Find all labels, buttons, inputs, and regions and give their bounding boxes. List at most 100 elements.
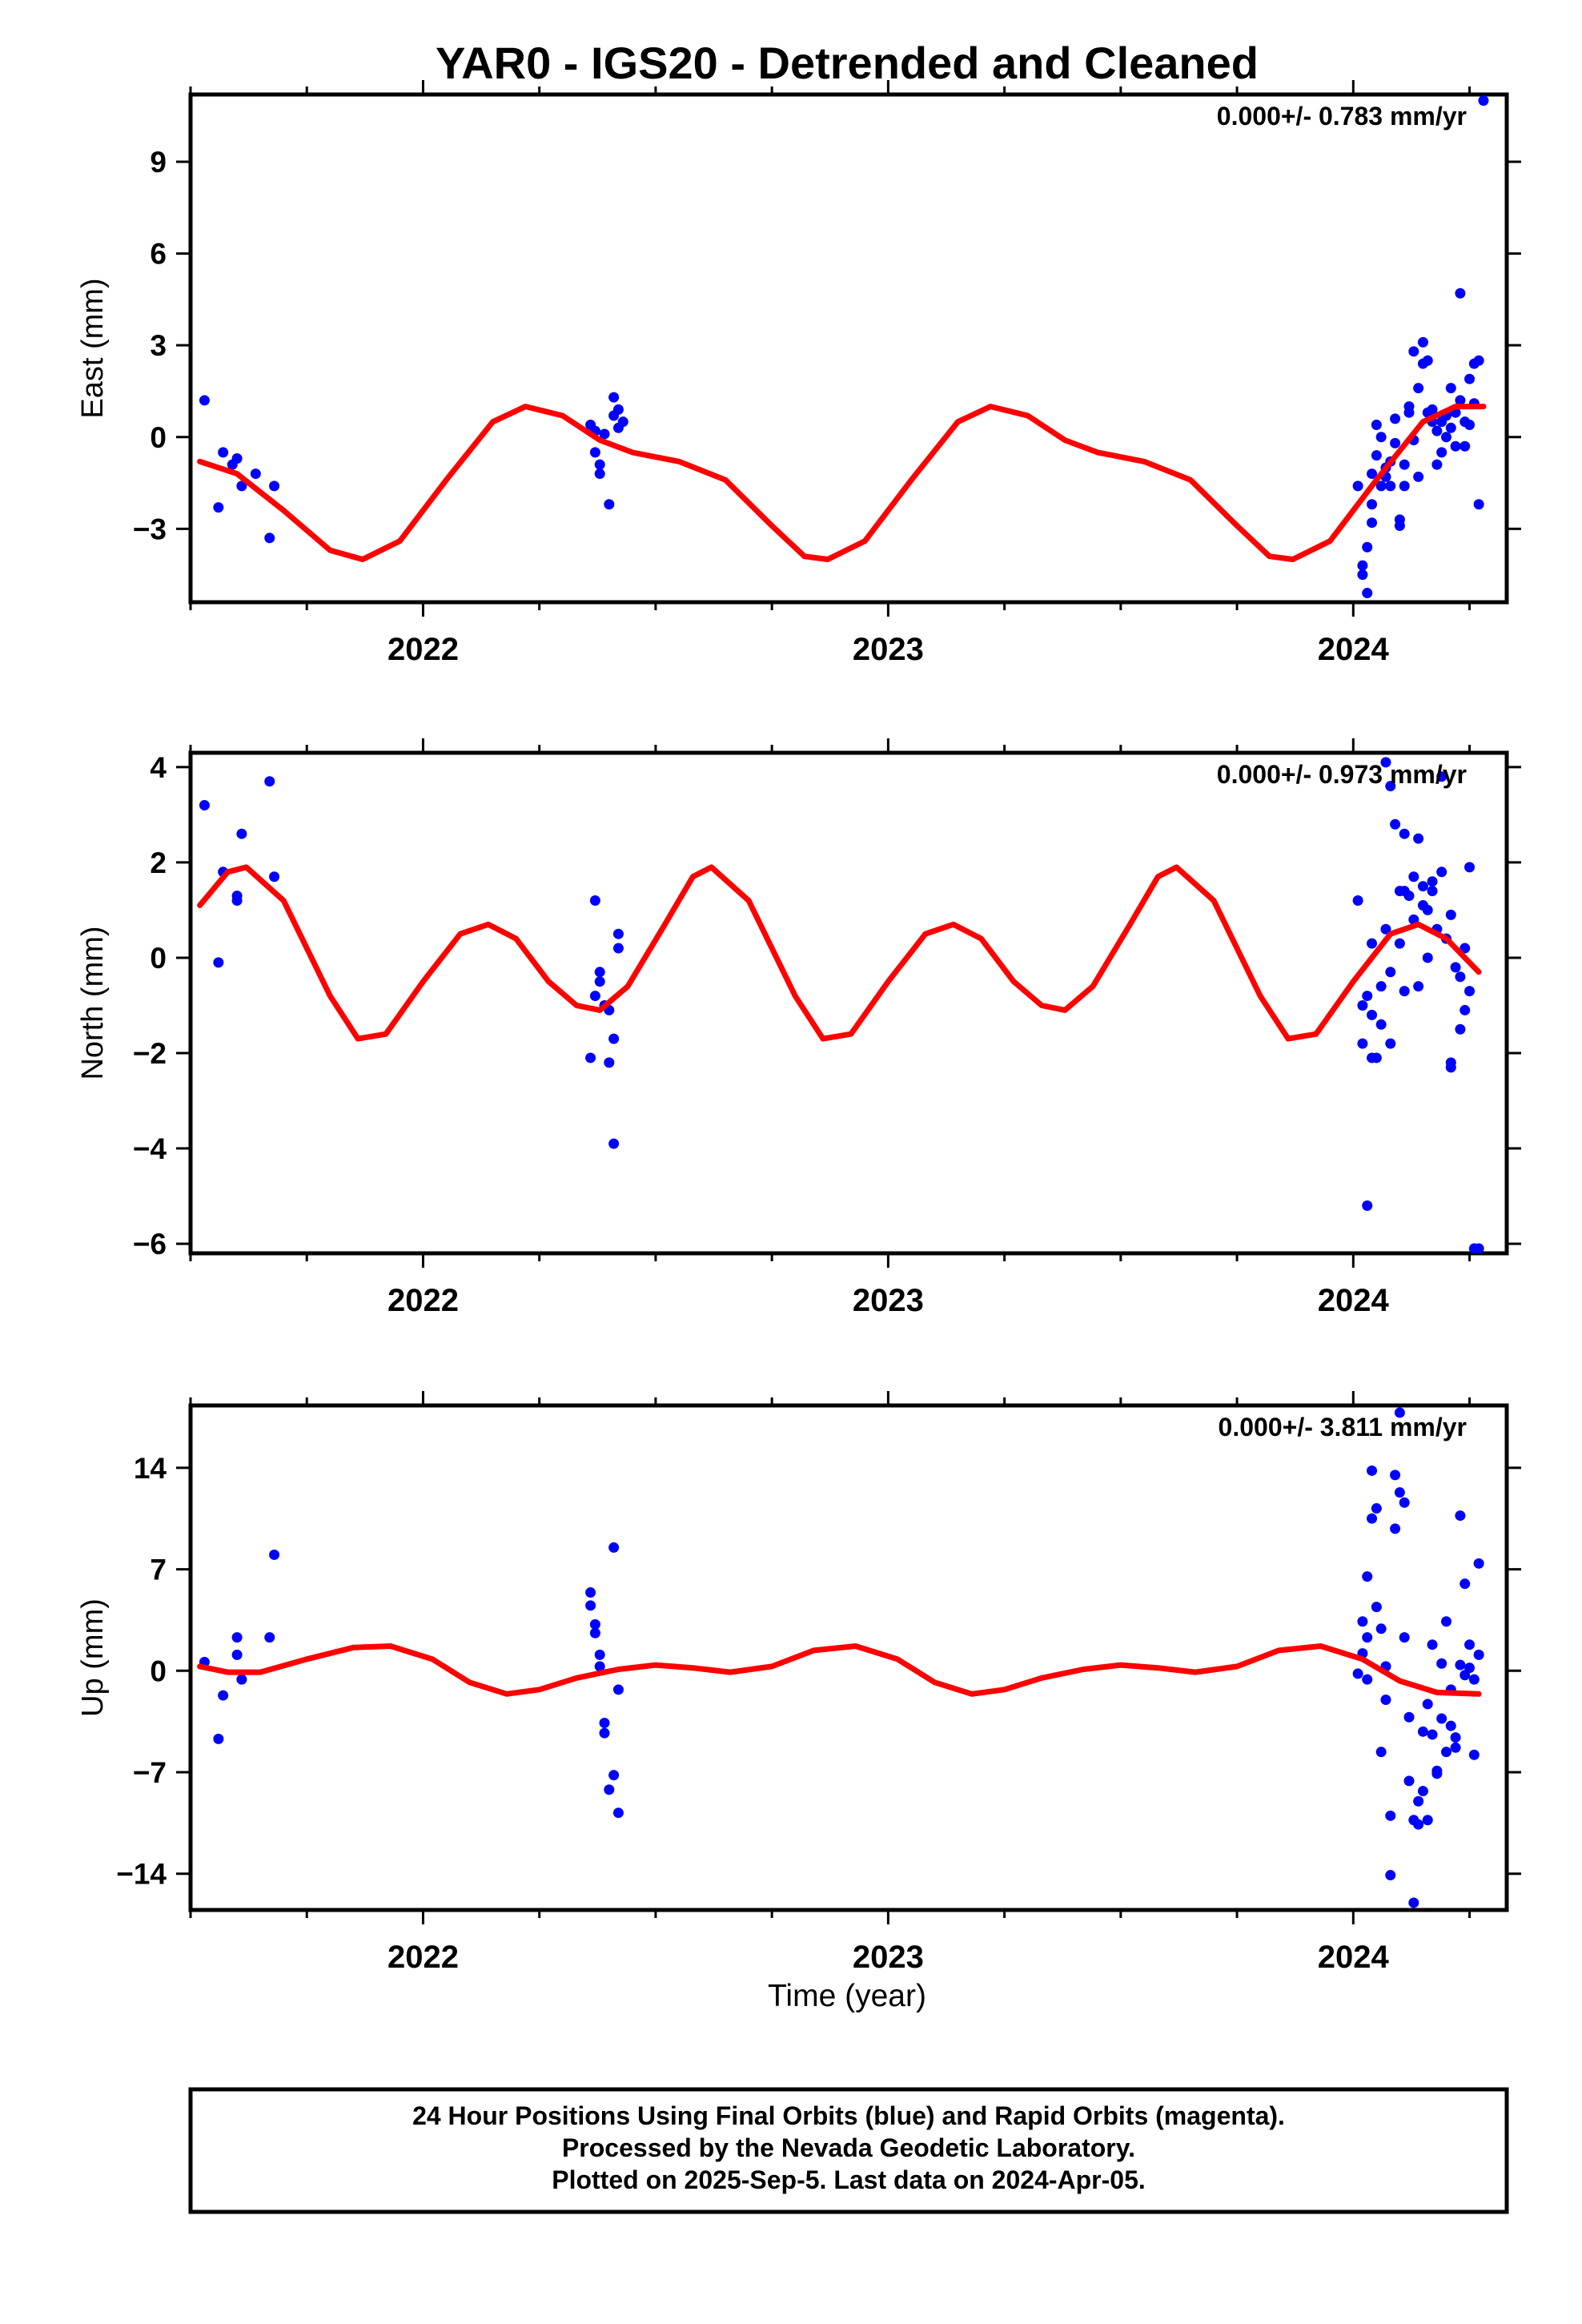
data-point [1357,560,1368,571]
data-point [1403,891,1415,902]
data-point [1362,588,1373,599]
data-point [236,480,247,492]
rate-label: 0.000+/- 0.783 mm/yr [1217,102,1467,131]
data-point [589,1618,600,1630]
data-point [1408,346,1419,357]
data-point [1473,1558,1484,1569]
data-point [1450,1732,1461,1743]
data-point [585,1587,596,1598]
rate-label: 0.000+/- 0.973 mm/yr [1217,760,1467,789]
data-point [617,416,628,428]
data-point [1422,1699,1433,1710]
data-point [1413,1795,1424,1807]
plot-frame [188,92,1509,605]
data-point [1367,938,1378,949]
data-point [236,828,247,839]
data-point [1357,1616,1368,1627]
data-point [236,1674,247,1685]
data-point [1473,499,1484,510]
data-point [594,1649,605,1660]
y-tick-label: −3 [133,513,167,545]
data-point [585,1600,596,1611]
data-point [1464,862,1476,873]
data-point [1390,413,1401,424]
data-point [594,459,605,470]
data-point [1417,881,1428,892]
data-point [1455,1510,1466,1522]
data-point [1380,1695,1391,1705]
rate-label: 0.000+/- 3.811 mm/yr [1219,1413,1467,1441]
y-axis-label: East (mm) [76,278,110,418]
data-point [594,468,605,480]
data-point [1394,1407,1405,1418]
data-point [1362,1200,1373,1211]
x-tick-label: 2024 [1318,1283,1390,1318]
y-tick-label: 4 [150,751,167,784]
y-tick-label: −2 [133,1037,167,1070]
data-point [1413,981,1424,992]
page-title: YAR0 - IGS20 - Detrended and Cleaned [436,38,1259,88]
data-point [199,395,210,406]
data-point [1455,1023,1466,1035]
y-tick-label: 3 [150,329,167,362]
x-tick-label: 2022 [387,1940,459,1975]
data-point [1422,355,1433,366]
y-tick-label: 0 [150,421,167,454]
data-point [1440,432,1452,443]
data-point [599,1717,610,1728]
data-point [218,447,229,458]
data-point [1464,1663,1476,1674]
data-point [585,1052,596,1063]
panels: 2022 2023 2024 −3 0 3 6 9 East (mm) 0.000+/- 0.78… [76,80,1521,1975]
footer-line-1: 24 Hour Positions Using Final Orbits (bl… [412,2101,1285,2130]
data-point [1385,781,1396,792]
data-point [1455,971,1466,983]
data-point [231,891,243,902]
footer-box [188,2087,1509,2214]
data-point [1367,499,1378,510]
data-points [199,757,1484,1253]
data-point [608,1138,620,1149]
data-point [589,991,600,1002]
data-point [199,799,210,810]
data-point [1431,1765,1443,1776]
y-axis-label: North (mm) [76,926,110,1080]
data-point [1408,871,1419,883]
y-tick-label: −4 [133,1132,167,1165]
footer-line-2: Processed by the Nevada Geodetic Laborat… [562,2133,1135,2162]
footer-line-3: Plotted on 2025-Sep-5. Last data on 2024… [552,2165,1146,2194]
data-point [264,1632,275,1643]
model-curve [197,1643,1482,1697]
data-point [612,928,624,939]
data-point [1422,904,1433,915]
data-point [1460,943,1471,954]
data-point [1357,999,1368,1011]
data-point [1455,287,1466,299]
data-point [604,1784,615,1795]
data-point [599,428,610,440]
data-point [264,533,275,544]
data-point [1394,938,1405,949]
data-point [589,895,600,907]
data-points [199,1407,1484,1908]
data-points [199,95,1489,599]
panel-2: 2022 2023 2024 −6 −4 −2 0 2 4 North (mm) 0.000+/- … [76,738,1521,1318]
data-point [1445,1720,1456,1731]
data-point [1403,1775,1415,1787]
data-point [594,1661,605,1672]
data-point [213,1733,224,1744]
data-point [1362,1571,1373,1582]
data-point [1450,1742,1461,1753]
data-point [1413,383,1424,394]
data-point [1455,1659,1466,1671]
data-point [1436,866,1447,878]
panel-3: 2022 2023 2024 −14 −7 0 7 14 Up (mm) 0.000+/- 3.8… [76,1391,1521,1975]
data-point [231,1632,243,1643]
data-point [1367,468,1378,480]
data-point [1375,1623,1387,1634]
data-point [1473,1243,1484,1253]
data-point [1455,395,1466,406]
y-tick-label: 0 [150,942,167,975]
data-point [264,776,275,787]
data-point [1362,1674,1373,1685]
